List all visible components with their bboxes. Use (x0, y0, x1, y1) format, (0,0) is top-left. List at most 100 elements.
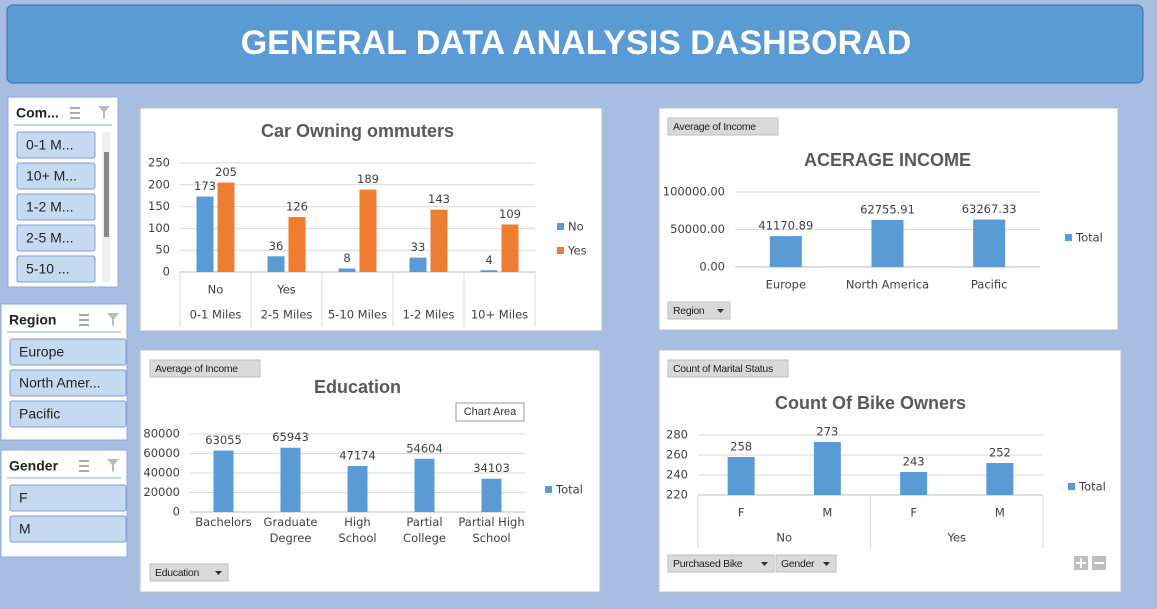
legend-swatch (557, 247, 564, 254)
bar (280, 447, 301, 512)
chart-title: Car Owning ommuters (261, 121, 454, 141)
dropdown-arrow (761, 562, 768, 566)
field-button[interactable] (667, 301, 731, 320)
y-tick-label: 260 (666, 448, 688, 462)
legend-swatch (1068, 483, 1075, 490)
y-tick-label: 80000 (143, 427, 180, 441)
slicer-item-label: M (19, 521, 31, 537)
x-tick-label: North America (846, 278, 929, 292)
legend-label: Total (1078, 480, 1106, 494)
chart-panel (658, 107, 1119, 331)
clear-filter-icon[interactable] (98, 106, 110, 119)
scrollbar-thumb[interactable] (104, 152, 109, 237)
field-button[interactable] (149, 359, 261, 378)
slicer-item-label: F (19, 490, 28, 506)
slicer-item[interactable] (9, 400, 127, 428)
clear-filter-icon[interactable] (107, 459, 119, 472)
field-button-label: Average of Income (673, 121, 756, 133)
slicer-item-label: North Amer... (19, 375, 101, 391)
slicer-item[interactable] (16, 162, 96, 190)
data-label: 252 (989, 446, 1011, 460)
field-button-label: Gender (781, 558, 815, 570)
bar (986, 463, 1014, 495)
y-tick-label: 200 (148, 177, 170, 191)
slicer-title: Region (9, 312, 56, 328)
data-label: 109 (499, 207, 521, 221)
slicer-item[interactable] (9, 369, 127, 397)
data-label: 273 (816, 425, 838, 439)
header-bar (6, 4, 1144, 84)
x-tick-label: Graduate Degree (263, 515, 318, 545)
slicer-item[interactable] (16, 193, 96, 221)
x-tick-label: 2-5 Miles (261, 308, 313, 322)
bar (480, 270, 498, 272)
y-tick-label: 280 (666, 428, 688, 442)
data-label: 41170.89 (758, 219, 813, 233)
slicer-item[interactable] (9, 338, 127, 366)
data-label: 63055 (205, 433, 242, 447)
field-button[interactable] (149, 563, 229, 582)
legend-label: Total (1075, 231, 1103, 245)
field-button[interactable] (667, 359, 789, 378)
data-label: 36 (269, 239, 284, 253)
dashboard-title: GENERAL DATA ANALYSIS DASHBORAD (241, 24, 912, 62)
y-tick-label: 150 (148, 199, 170, 213)
y-tick-label: 220 (666, 488, 688, 502)
slicer-item-label: Pacific (19, 406, 60, 422)
legend-label: Total (555, 483, 583, 497)
field-button-label: Average of Income (155, 363, 238, 375)
data-label: 4 (485, 253, 492, 267)
field-button[interactable] (775, 554, 837, 573)
slicer-item[interactable] (16, 131, 96, 159)
y-tick-label: 20000 (143, 485, 180, 499)
bar (196, 196, 214, 272)
data-label: 258 (730, 440, 752, 454)
data-label: 34103 (473, 461, 510, 475)
clear-filter-icon[interactable] (107, 313, 119, 326)
field-button[interactable] (667, 117, 779, 136)
field-button[interactable] (667, 554, 775, 573)
slicer (7, 96, 119, 288)
y-tick-label: 0 (173, 505, 180, 519)
slicer-item[interactable] (16, 255, 96, 283)
field-button-label: Purchased Bike (673, 558, 743, 570)
field-button-label: Region (673, 305, 705, 317)
y-tick-label: 0 (163, 265, 170, 279)
bar (727, 457, 755, 495)
data-label: 62755.91 (860, 202, 915, 216)
data-label: 143 (428, 192, 450, 206)
y-tick-label: 40000 (143, 466, 180, 480)
slicer-item-label: 0-1 M... (26, 137, 73, 153)
x-tick-label: 10+ Miles (471, 308, 528, 322)
data-label: 189 (357, 172, 379, 186)
data-label: 47174 (339, 449, 376, 463)
slicer-item-label: 5-10 ... (26, 261, 70, 277)
bar (481, 478, 502, 512)
x-tick-label: F (738, 506, 745, 520)
x-tick-label: M (995, 506, 1005, 520)
x-tick-label: Partial High School (458, 515, 525, 545)
y-tick-label: 240 (666, 468, 688, 482)
y-tick-label: 60000 (143, 446, 180, 460)
x-tick-label-box: Partial High School (458, 515, 525, 545)
x-tick-label: 5-10 Miles (328, 308, 387, 322)
bar (213, 450, 234, 512)
dropdown-arrow (717, 309, 724, 313)
slicer-item[interactable] (9, 484, 127, 512)
bar (338, 268, 356, 272)
data-label: 33 (411, 240, 426, 254)
expand-icon (1076, 558, 1086, 568)
field-button-label: Education (155, 567, 199, 579)
y-tick-label: 100000.00 (663, 185, 725, 199)
x-tick-label: M (822, 506, 832, 520)
bar (359, 189, 377, 272)
data-label: 243 (903, 455, 925, 469)
x-sub-label: Yes (276, 283, 296, 297)
x-tick-label: Bachelors (195, 515, 252, 529)
slicer-item[interactable] (16, 224, 96, 252)
x-tick-label-box: Graduate Degree (263, 515, 318, 545)
bar (813, 442, 841, 495)
legend-label: No (568, 220, 584, 234)
slicer-item[interactable] (9, 515, 127, 543)
